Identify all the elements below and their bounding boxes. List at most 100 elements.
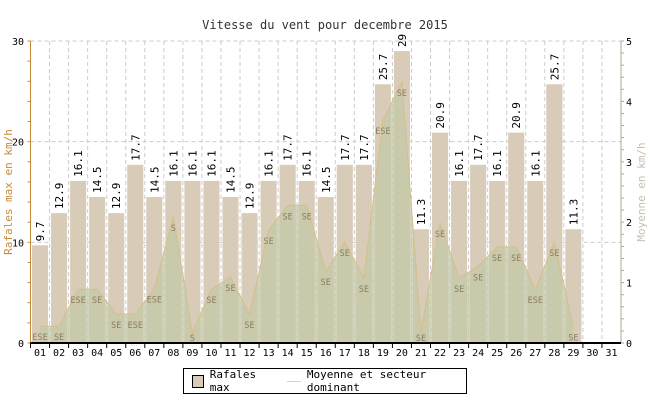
direction-label: SE (225, 284, 235, 294)
direction-label: SE (302, 212, 312, 222)
y2-tick-label: 4 (626, 97, 632, 108)
x-tick-label: 07 (148, 348, 160, 359)
x-tick-label: 19 (377, 348, 389, 359)
direction-label: SE (397, 89, 407, 99)
x-tick-label: 20 (396, 348, 408, 359)
x-tick-label: 15 (301, 348, 313, 359)
bar-value-label: 20.9 (510, 102, 523, 129)
direction-label: ESE (128, 321, 143, 331)
bar (32, 245, 49, 343)
x-tick-label: 03 (72, 348, 84, 359)
chart-title: Vitesse du vent pour decembre 2015 (202, 18, 448, 32)
bar-value-label: 16.1 (72, 150, 85, 177)
direction-label: ESE (32, 333, 47, 343)
bar-value-label: 16.1 (491, 150, 504, 177)
legend-swatch-line (286, 380, 301, 382)
direction-label: SE (92, 296, 102, 306)
bar-value-label: 17.7 (472, 134, 485, 161)
direction-label: ESE (70, 296, 85, 306)
bar-value-label: 9.7 (34, 221, 47, 241)
x-tick-label: 11 (224, 348, 236, 359)
bar (184, 180, 201, 343)
x-tick-label: 06 (129, 348, 141, 359)
direction-label: SE (283, 212, 293, 222)
x-tick-label: 26 (510, 348, 522, 359)
bar-value-label: 12.9 (53, 183, 66, 210)
bar-value-label: 17.7 (129, 134, 142, 161)
direction-label: SE (244, 321, 254, 331)
x-tick-label: 04 (91, 348, 103, 359)
x-tick-label: 28 (548, 348, 560, 359)
bar-value-label: 16.1 (529, 150, 542, 177)
bar (127, 164, 144, 343)
x-tick-label: 09 (186, 348, 198, 359)
y-tick-label: 20 (12, 138, 24, 149)
direction-label: SE (416, 334, 426, 344)
direction-label: SE (568, 334, 578, 344)
x-tick-label: 24 (472, 348, 484, 359)
x-tick-label: 29 (567, 348, 579, 359)
y-tick-label: 10 (12, 238, 24, 249)
x-tick-label: 23 (453, 348, 465, 359)
x-tick-label: 27 (529, 348, 541, 359)
direction-label: S (171, 224, 176, 234)
bar-value-label: 16.1 (167, 150, 180, 177)
bar-value-label: 16.1 (453, 150, 466, 177)
direction-label: ESE (528, 296, 543, 306)
x-tick-label: 17 (339, 348, 351, 359)
bar-value-label: 25.7 (548, 54, 561, 81)
direction-label: SE (492, 254, 502, 264)
y2-tick-label: 5 (626, 37, 632, 48)
bar-value-label: 14.5 (225, 167, 238, 194)
bar-value-label: 17.7 (358, 134, 371, 161)
direction-label: SE (359, 285, 369, 295)
y-tick-label: 30 (12, 37, 24, 48)
x-tick-label: 14 (282, 348, 294, 359)
x-tick-label: 30 (586, 348, 598, 359)
bar (51, 213, 68, 343)
y-tick-label: 0 (18, 339, 24, 350)
bar-value-label: 16.1 (301, 150, 314, 177)
y2-tick-label: 3 (626, 158, 632, 169)
x-tick-label: 08 (167, 348, 179, 359)
y2-tick-label: 2 (626, 218, 632, 229)
direction-label: SE (206, 296, 216, 306)
x-tick-label: 31 (605, 348, 617, 359)
direction-label: SE (111, 321, 121, 331)
direction-label: SE (54, 333, 64, 343)
bar-value-label: 29 (396, 34, 409, 47)
legend: Rafales max Moyenne et secteur dominant (183, 368, 467, 394)
bar-value-label: 16.1 (263, 150, 276, 177)
x-tick-label: 12 (244, 348, 256, 359)
bar-value-label: 11.3 (567, 199, 580, 226)
x-tick-label: 01 (34, 348, 46, 359)
direction-label: SE (473, 273, 483, 283)
y-axis-label: Rafales max en km/h (2, 129, 15, 255)
bar-value-label: 14.5 (148, 167, 161, 194)
x-tick-label: 13 (263, 348, 275, 359)
direction-label: SE (549, 249, 559, 259)
bar-value-label: 14.5 (320, 167, 333, 194)
bar-value-label: 16.1 (205, 150, 218, 177)
bar-value-label: 20.9 (434, 102, 447, 129)
direction-label: SE (263, 237, 273, 247)
x-tick-label: 18 (358, 348, 370, 359)
y2-tick-label: 0 (626, 339, 632, 350)
y2-tick-label: 1 (626, 279, 632, 290)
direction-label: SE (454, 285, 464, 295)
bar-value-label: 17.7 (282, 134, 295, 161)
bar-value-label: 11.3 (415, 199, 428, 226)
y2-axis-label: Moyenne en km/h (635, 142, 648, 241)
x-tick-label: 05 (110, 348, 122, 359)
direction-label: ESE (375, 127, 390, 137)
bar-value-label: 17.7 (339, 134, 352, 161)
x-tick-label: 22 (434, 348, 446, 359)
legend-swatch-bars (192, 374, 204, 388)
bar-value-label: 12.9 (244, 183, 257, 210)
bar-value-label: 25.7 (377, 54, 390, 81)
legend-label-bars: Rafales max (209, 368, 257, 394)
direction-label: SE (340, 249, 350, 259)
x-tick-label: 16 (320, 348, 332, 359)
x-tick-label: 21 (415, 348, 427, 359)
